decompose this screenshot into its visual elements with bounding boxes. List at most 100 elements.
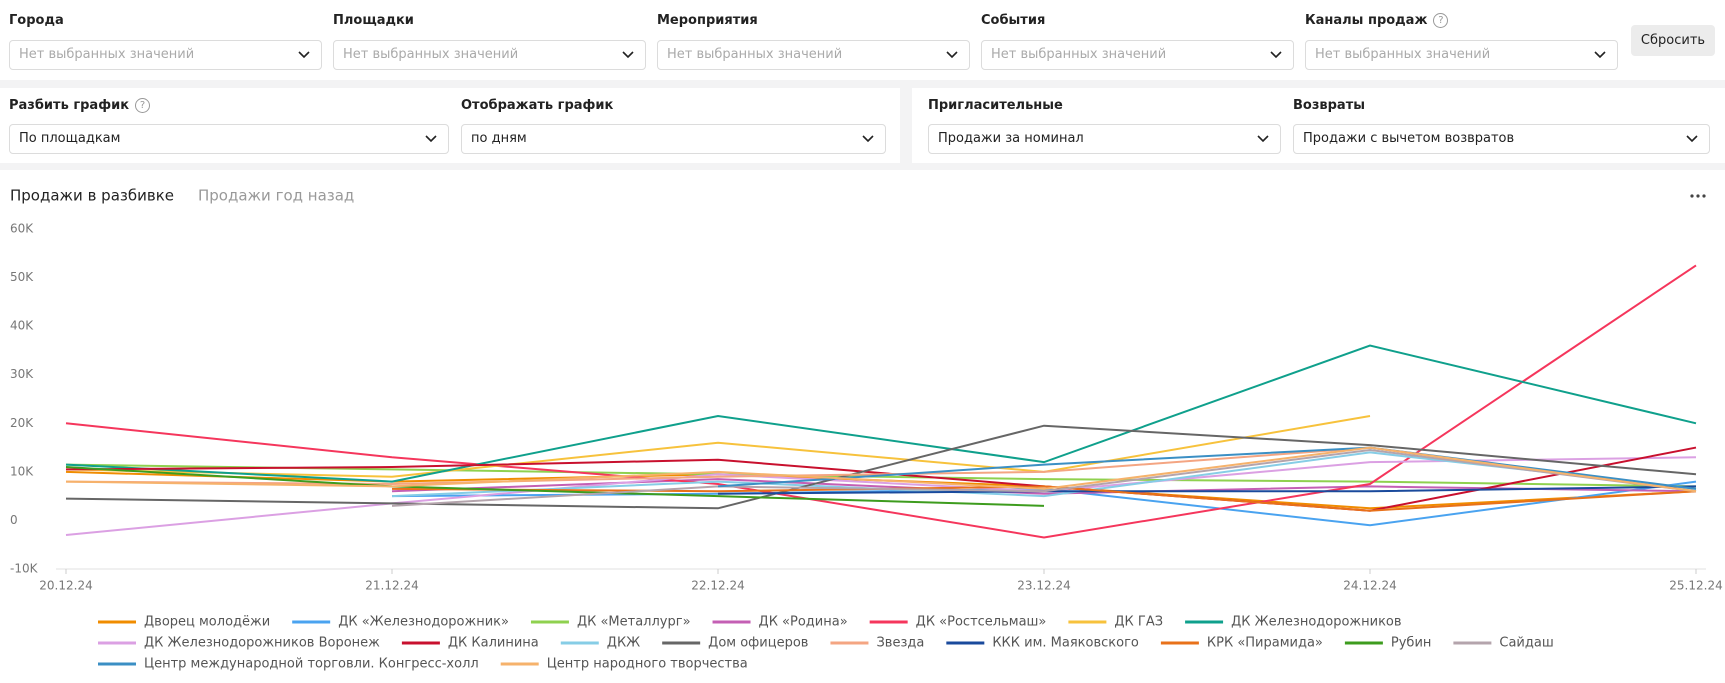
legend-label: ДК «Железнодорожник»	[338, 615, 509, 630]
series-line	[717, 485, 1697, 495]
legend-label: КРК «Пирамида»	[1207, 636, 1323, 651]
legend-label: ДК Железнодорожников	[1231, 615, 1401, 630]
x-tick-label: 25.12.24	[1669, 579, 1722, 593]
legend-label: Дом офицеров	[708, 636, 808, 651]
x-tick-label: 23.12.24	[1017, 579, 1070, 593]
series-line	[65, 463, 1697, 488]
series-line	[391, 485, 1697, 512]
filter-select[interactable]: Нет выбранных значений	[981, 40, 1294, 70]
legend-label: Центр народного творчества	[547, 657, 748, 672]
setting-label: Возвраты	[1293, 98, 1365, 113]
placeholder: Нет выбранных значений	[991, 47, 1167, 62]
legend-label: ДК ГАЗ	[1114, 615, 1163, 630]
settings-panel: Разбить график? По площадкам Отображать …	[0, 88, 900, 163]
y-tick-label: 40K	[10, 319, 34, 333]
help-icon[interactable]: ?	[135, 98, 151, 113]
filter-select[interactable]: Нет выбранных значений	[657, 40, 970, 70]
legend-item[interactable]: ДК Железнодорожников Воронеж	[98, 636, 380, 651]
reset-button[interactable]: Сбросить	[1631, 25, 1715, 56]
y-tick-label: 0	[10, 513, 18, 527]
legend-label: ДКЖ	[607, 636, 640, 651]
help-icon[interactable]: ?	[1433, 13, 1449, 28]
legend-item[interactable]: Рубин	[1344, 636, 1432, 651]
setting-select[interactable]: по дням	[461, 124, 886, 154]
series-line	[65, 466, 1045, 507]
y-tick-label: 50K	[10, 270, 34, 284]
x-tick-label: 24.12.24	[1343, 579, 1396, 593]
filters-panel: Города Нет выбранных значений Площадки Н…	[0, 0, 1725, 80]
series-line	[65, 344, 1697, 483]
filter-label: Каналы продаж	[1305, 13, 1428, 28]
y-tick-label: 60K	[10, 222, 34, 236]
legend-item[interactable]: Звезда	[830, 636, 924, 651]
placeholder: Нет выбранных значений	[1315, 47, 1491, 62]
series-line	[65, 424, 1697, 510]
setting-label: Разбить график	[9, 98, 130, 113]
setting-select[interactable]: По площадкам	[9, 124, 449, 154]
placeholder: Нет выбранных значений	[667, 47, 843, 62]
legend-label: Дворец молодёжи	[144, 615, 270, 630]
filter-label: Города	[9, 13, 64, 28]
legend-item[interactable]: Сайдаш	[1453, 636, 1554, 651]
chart: Продажи в разбивке Продажи год назад 60K…	[0, 170, 1725, 683]
legend-item[interactable]: ДК ГАЗ	[1068, 615, 1163, 630]
legend-item[interactable]: ДК Калинина	[401, 636, 539, 651]
legend-label: Звезда	[876, 636, 924, 651]
legend-label: ДК Железнодорожников Воронеж	[144, 636, 380, 651]
legend-item[interactable]: КРК «Пирамида»	[1160, 636, 1323, 651]
y-tick-label: 10K	[10, 464, 34, 478]
filter-select[interactable]: Нет выбранных значений	[1305, 40, 1618, 70]
legend-label: ДК «Металлург»	[577, 615, 691, 630]
legend-item[interactable]: ДК «Ростсельмаш»	[869, 615, 1047, 630]
filter-label-wrap: Каналы продаж?	[1305, 13, 1449, 28]
setting-select[interactable]: Продажи с вычетом возвратов	[1293, 124, 1710, 154]
legend-label: ДК «Ростсельмаш»	[916, 615, 1047, 630]
legend-item[interactable]: Дворец молодёжи	[98, 615, 270, 630]
filter-select[interactable]: Нет выбранных значений	[9, 40, 322, 70]
filter-label: События	[981, 13, 1046, 28]
x-tick-label: 22.12.24	[691, 579, 744, 593]
y-tick-label: 30K	[10, 367, 34, 381]
series-line	[65, 446, 1697, 493]
setting-label: Отображать график	[461, 98, 614, 113]
tab-active[interactable]: Продажи в разбивке	[10, 187, 174, 205]
legend-label: ККК им. Маяковского	[992, 636, 1139, 651]
legend-label: Рубин	[1391, 636, 1432, 651]
legend-item[interactable]: ККК им. Маяковского	[946, 636, 1139, 651]
series-line	[65, 456, 1697, 536]
select-value: По площадкам	[19, 131, 121, 146]
series-line	[65, 415, 1371, 478]
series-line	[65, 446, 1697, 512]
placeholder: Нет выбранных значений	[343, 47, 519, 62]
tab[interactable]: Продажи год назад	[198, 187, 354, 205]
setting-select[interactable]: Продажи за номинал	[928, 124, 1281, 154]
legend-item[interactable]: ДК Железнодорожников	[1185, 615, 1402, 630]
legend-item[interactable]: ДК «Металлург»	[530, 615, 691, 630]
y-tick-label: -10K	[10, 562, 39, 576]
menu-icon[interactable]	[1690, 194, 1706, 198]
filter-label: Площадки	[333, 13, 414, 28]
y-tick-label: 20K	[10, 416, 34, 430]
setting-label: Пригласительные	[928, 98, 1063, 113]
x-tick-label: 21.12.24	[365, 579, 418, 593]
legend-label: Сайдаш	[1499, 636, 1553, 651]
legend-label: ДК Калинина	[448, 636, 539, 651]
select-value: Продажи за номинал	[938, 131, 1084, 146]
legend-label: ДК «Родина»	[759, 615, 848, 630]
setting-label-wrap: Разбить график?	[9, 98, 151, 113]
legend-item[interactable]: Центр народного творчества	[500, 657, 748, 672]
select-value: по дням	[471, 131, 527, 146]
legend-item[interactable]: Дом офицеров	[662, 636, 808, 651]
series-line	[391, 448, 1697, 507]
legend-item[interactable]: ДК «Родина»	[712, 615, 848, 630]
select-value: Продажи с вычетом возвратов	[1303, 131, 1515, 146]
legend-item[interactable]: ДК «Железнодорожник»	[292, 615, 509, 630]
legend-item[interactable]: Центр международной торговли. Конгресс-х…	[98, 657, 479, 672]
series-line	[717, 446, 1697, 490]
filter-select[interactable]: Нет выбранных значений	[333, 40, 646, 70]
legend-item[interactable]: ДКЖ	[560, 636, 640, 651]
series-line	[65, 264, 1697, 539]
x-tick-label: 20.12.24	[39, 579, 92, 593]
settings-panel: Пригласительные Продажи за номинал Возвр…	[912, 88, 1725, 163]
